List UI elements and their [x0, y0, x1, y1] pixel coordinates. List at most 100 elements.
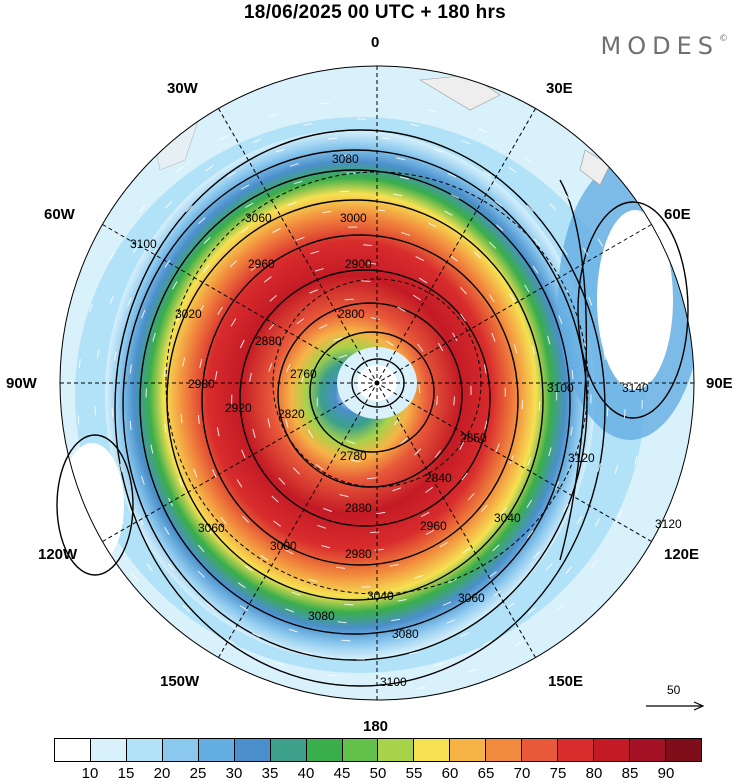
wind-vector — [178, 478, 183, 487]
wind-vector — [427, 109, 437, 113]
wind-vector — [436, 395, 438, 405]
longitude-label-180: 180 — [363, 718, 389, 735]
wind-vector — [271, 495, 279, 503]
wind-vector — [494, 200, 503, 207]
wind-vector — [296, 318, 305, 325]
contour-label: 2880 — [255, 334, 282, 348]
wind-vector — [534, 238, 541, 247]
colorbar-tick-labels: 10 15 20 25 30 35 40 45 50 55 60 65 70 75 80 85 90 — [54, 765, 702, 782]
wind-vector — [412, 294, 421, 301]
wind-vector — [236, 479, 243, 488]
wind-vector — [442, 601, 452, 606]
wind-vector — [242, 515, 249, 523]
contour-label: 3020 — [175, 307, 202, 321]
wind-vector — [521, 400, 524, 410]
wind-vector — [545, 563, 553, 571]
wind-vector — [96, 349, 100, 359]
wind-vector — [172, 281, 178, 290]
longitude-label-60e: 60E — [664, 206, 691, 223]
wind-vector — [164, 423, 167, 433]
wind-vector — [467, 493, 475, 501]
wind-vector — [444, 210, 453, 216]
contour-label: 2880 — [345, 501, 372, 515]
longitude-label-30e: 30E — [546, 80, 573, 97]
contour-label: 2850 — [460, 431, 487, 445]
map-title: 18/06/2025 00 UTC + 180 hrs — [243, 2, 507, 23]
wind-vector — [293, 180, 303, 185]
colorbar-tick-label: 35 — [261, 765, 279, 782]
brand-logo: MODES© — [600, 32, 728, 60]
wind-vector — [415, 256, 424, 261]
wind-vector — [272, 228, 281, 233]
wind-vector — [425, 529, 435, 535]
wind-vector — [182, 605, 191, 613]
contour-label: 3000 — [340, 211, 367, 225]
longitude-label-0: 0 — [371, 34, 380, 51]
contour-label: 3060 — [458, 591, 485, 605]
wind-vector — [292, 467, 300, 475]
wind-vector — [397, 306, 406, 312]
wind-vector — [129, 364, 132, 374]
wind-vector — [307, 429, 314, 438]
wind-vector — [409, 651, 419, 655]
wind-vector — [288, 628, 298, 633]
wind-vector — [374, 100, 384, 103]
wind-vector — [250, 264, 259, 271]
wind-vector — [501, 506, 508, 515]
wind-vector — [193, 468, 198, 478]
wind-vector — [397, 598, 407, 602]
wind-vector — [570, 426, 573, 436]
wind-vector — [284, 549, 294, 555]
wind-vector — [526, 499, 533, 508]
colorbar-cell — [198, 739, 235, 761]
contour-label: 3080 — [332, 152, 359, 166]
contour-labels: 3080 3060 3000 2960 2900 2880 2800 2760 … — [130, 152, 682, 689]
wind-vector — [434, 148, 444, 153]
wind-vector — [151, 247, 158, 256]
wind-vector — [418, 277, 428, 284]
wind-vector — [597, 463, 601, 473]
colorbar-tick-label: 55 — [405, 765, 423, 782]
colorbar-tick-label: 10 — [81, 765, 99, 782]
wind-vector — [434, 450, 441, 458]
wind-vector — [461, 472, 468, 481]
wind-vector — [450, 193, 460, 200]
colorbar-tick-label: 80 — [585, 765, 603, 782]
wind-vector — [300, 375, 305, 384]
wind-vector — [563, 503, 569, 513]
wind-vector — [582, 450, 587, 460]
wind-vector — [467, 668, 477, 673]
wind-vector — [548, 447, 552, 457]
wind-vector — [401, 232, 411, 236]
wind-vector — [363, 244, 373, 246]
contour-label: 3080 — [392, 627, 419, 641]
wind-vector — [361, 280, 371, 282]
wind-vector — [481, 504, 488, 512]
colorbar-cell — [270, 739, 307, 761]
wind-vector — [527, 456, 532, 466]
wind-vector — [607, 298, 611, 307]
wind-vector — [554, 481, 560, 490]
wind-vector — [367, 262, 377, 265]
wind-vector — [376, 511, 386, 515]
contour-label: 2800 — [338, 307, 365, 321]
colorbar-cell — [306, 739, 343, 761]
colorbar-tick-label: 15 — [117, 765, 135, 782]
colorbar-cell — [630, 739, 666, 761]
wind-vector — [197, 570, 205, 578]
wind-vector — [483, 171, 492, 178]
wind-vector — [152, 332, 156, 342]
wind-vector — [217, 306, 223, 315]
wind-vector — [240, 184, 250, 190]
wind-vector — [513, 344, 518, 354]
wind-vector — [399, 176, 409, 180]
wind-vector — [344, 298, 354, 301]
contour-label: 2900 — [345, 257, 372, 271]
wind-vector — [488, 294, 495, 303]
wind-vector — [509, 455, 514, 465]
wind-vector — [113, 351, 117, 361]
contour-label: 3060 — [198, 521, 225, 535]
wind-vector — [175, 166, 184, 173]
wind-vector — [211, 469, 217, 478]
wind-vector — [318, 324, 328, 329]
